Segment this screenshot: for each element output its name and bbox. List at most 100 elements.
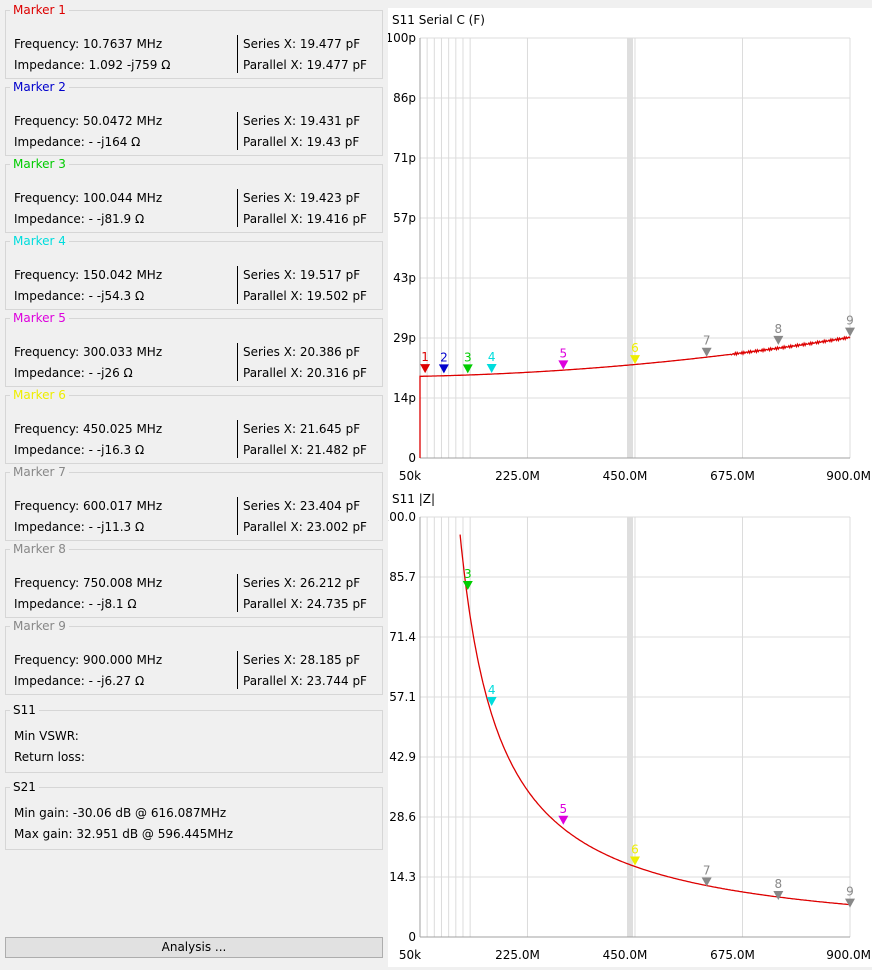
- marker-impedance: Impedance: - -j81.9 Ω: [14, 212, 144, 226]
- max-gain: Max gain: 32.951 dB @ 596.445MHz: [14, 827, 233, 841]
- marker-series-x: Series X: 19.517 pF: [243, 268, 360, 282]
- series-value: 19.431 pF: [299, 114, 361, 128]
- marker-point[interactable]: [845, 898, 855, 908]
- marker-label: 6: [631, 843, 639, 857]
- marker-impedance: Impedance: - -j6.27 Ω: [14, 674, 144, 688]
- marker-parallel-x: Parallel X: 21.482 pF: [243, 443, 367, 457]
- parallel-value: 20.316 pF: [306, 366, 367, 380]
- parallel-label: Parallel X:: [243, 674, 303, 688]
- x-tick-label: 225.0M: [495, 469, 540, 483]
- x-tick-label: 450.0M: [603, 948, 648, 962]
- span-band: [626, 38, 633, 458]
- column-separator: [237, 112, 238, 150]
- marker-label: 7: [703, 864, 711, 878]
- parallel-value: 24.735 pF: [306, 597, 367, 611]
- marker-frequency: Frequency: 150.042 MHz: [14, 268, 162, 282]
- marker-series-x: Series X: 28.185 pF: [243, 653, 360, 667]
- frequency-label: Frequency:: [14, 653, 80, 667]
- marker-frequency: Frequency: 300.033 MHz: [14, 345, 162, 359]
- series-value: 19.517 pF: [299, 268, 361, 282]
- series-label: Series X:: [243, 268, 296, 282]
- marker-parallel-x: Parallel X: 23.002 pF: [243, 520, 367, 534]
- marker-label: 3: [464, 350, 472, 364]
- marker-point[interactable]: [486, 364, 497, 374]
- marker-label: 8: [775, 877, 783, 891]
- x-tick-label: 675.0M: [710, 948, 755, 962]
- marker-point[interactable]: [630, 355, 641, 365]
- y-tick-label: 71.4: [389, 630, 416, 644]
- parallel-value: 19.477 pF: [306, 58, 367, 72]
- series-label: Series X:: [243, 422, 296, 436]
- s11-title: S11: [10, 703, 39, 717]
- impedance-value: - -j8.1 Ω: [88, 597, 137, 611]
- marker-label: 7: [703, 334, 711, 348]
- chart-title: S11 Serial C (F): [392, 13, 485, 27]
- parallel-value: 23.744 pF: [306, 674, 367, 688]
- impedance-chart[interactable]: S11 |Z| 100.0 85.7 71.4 57.1 42.9 28.6 14.3 0 50k…: [382, 487, 872, 967]
- impedance-value: - -j54.3 Ω: [88, 289, 145, 303]
- marker-point[interactable]: [438, 364, 449, 374]
- analysis-button[interactable]: Analysis ...: [5, 937, 383, 958]
- series-line: [419, 335, 851, 458]
- serial-c-chart[interactable]: S11 Serial C (F) 100p 86p 71p 57p 43p 29p 14p 0 5…: [385, 8, 872, 488]
- marker-point[interactable]: [773, 890, 784, 900]
- impedance-label: Impedance:: [14, 58, 85, 72]
- series-label: Series X:: [243, 653, 296, 667]
- marker-label: 2: [440, 350, 448, 364]
- min-vswr-label: Min VSWR:: [14, 729, 79, 743]
- marker-point[interactable]: [462, 364, 473, 374]
- marker-point[interactable]: [701, 877, 712, 887]
- frequency-value: 900.000 MHz: [83, 653, 163, 667]
- series-value: 19.477 pF: [299, 37, 361, 51]
- marker-point[interactable]: [486, 696, 497, 706]
- marker-point[interactable]: [420, 364, 431, 374]
- marker-point[interactable]: [558, 815, 569, 825]
- frequency-label: Frequency:: [14, 345, 80, 359]
- s21-box: S21 Min gain: -30.06 dB @ 616.087MHz Max g…: [5, 780, 383, 850]
- parallel-label: Parallel X:: [243, 520, 303, 534]
- marker-point[interactable]: [630, 856, 641, 866]
- marker-point[interactable]: [701, 347, 712, 357]
- marker-point[interactable]: [845, 327, 855, 337]
- series-label: Series X:: [243, 114, 296, 128]
- marker-point[interactable]: [773, 335, 784, 345]
- serial-c-chart-svg: S11 Serial C (F) 100p 86p 71p 57p 43p 29p 14p 0 5…: [385, 8, 872, 488]
- marker-series-x: Series X: 19.431 pF: [243, 114, 360, 128]
- marker-box: Marker 3 Frequency: 100.044 MHz Impedance:…: [5, 157, 383, 233]
- marker-box: Marker 1 Frequency: 10.7637 MHz Impedance:…: [5, 3, 383, 79]
- impedance-value: 1.092 -j759 Ω: [88, 58, 171, 72]
- series-label: Series X:: [243, 576, 296, 590]
- marker-box: Marker 2 Frequency: 50.0472 MHz Impedance:…: [5, 80, 383, 156]
- marker-point[interactable]: [462, 581, 473, 591]
- marker-box: Marker 9 Frequency: 900.000 MHz Impedance:…: [5, 619, 383, 695]
- frequency-label: Frequency:: [14, 576, 80, 590]
- parallel-value: 19.43 pF: [306, 135, 360, 149]
- parallel-value: 23.002 pF: [306, 520, 367, 534]
- frequency-label: Frequency:: [14, 37, 80, 51]
- marker-frequency: Frequency: 750.008 MHz: [14, 576, 162, 590]
- parallel-label: Parallel X:: [243, 289, 303, 303]
- y-tick-label: 43p: [393, 271, 416, 285]
- frequency-label: Frequency:: [14, 499, 80, 513]
- impedance-value: - -j26 Ω: [88, 366, 133, 380]
- impedance-label: Impedance:: [14, 520, 85, 534]
- return-loss-label: Return loss:: [14, 750, 85, 764]
- marker-title: Marker 9: [10, 619, 69, 633]
- y-tick-label: 85.7: [389, 570, 416, 584]
- x-tick-label: 50k: [399, 469, 421, 483]
- marker-title: Marker 6: [10, 388, 69, 402]
- parallel-label: Parallel X:: [243, 212, 303, 226]
- impedance-label: Impedance:: [14, 443, 85, 457]
- y-tick-label: 29p: [393, 331, 416, 345]
- chart-panel: S11 Serial C (F) 100p 86p 71p 57p 43p 29p 14p 0 5…: [382, 0, 872, 967]
- column-separator: [237, 35, 238, 73]
- marker-box: Marker 4 Frequency: 150.042 MHz Impedance:…: [5, 234, 383, 310]
- frequency-value: 100.044 MHz: [83, 191, 163, 205]
- impedance-chart-svg: S11 |Z| 100.0 85.7 71.4 57.1 42.9 28.6 14.3 0 50k…: [382, 487, 872, 967]
- impedance-value: - -j16.3 Ω: [88, 443, 145, 457]
- parallel-value: 19.416 pF: [306, 212, 367, 226]
- marker-series-x: Series X: 23.404 pF: [243, 499, 360, 513]
- min-gain: Min gain: -30.06 dB @ 616.087MHz: [14, 806, 226, 820]
- x-tick-label: 50k: [399, 948, 421, 962]
- marker-point[interactable]: [558, 360, 569, 370]
